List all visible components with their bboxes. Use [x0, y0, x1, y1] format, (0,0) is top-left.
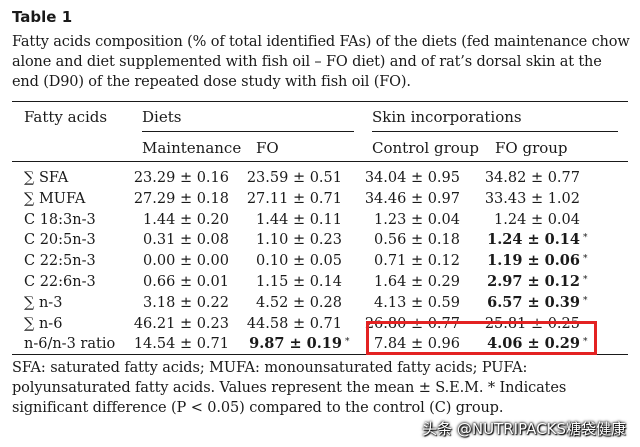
- row-label: ∑ n-3: [24, 294, 63, 311]
- watermark: 头条 @NUTRIPACKS糖袋健康: [422, 420, 626, 438]
- cell-fo: 4.52 ± 0.28: [256, 294, 342, 311]
- row-label: C 22:5n-3: [24, 253, 96, 270]
- cell-maintenance: 1.44 ± 0.20: [143, 211, 229, 228]
- header-fatty-acids: Fatty acids: [24, 108, 108, 126]
- cell-fo: 23.59 ± 0.51: [246, 170, 342, 186]
- cell-maintenance: 23.29 ± 0.16: [133, 170, 229, 186]
- cell-control: 4.13 ± 0.59: [374, 294, 460, 311]
- cell-control: 0.71 ± 0.12: [374, 253, 460, 270]
- cell-control: 0.56 ± 0.18: [374, 232, 460, 249]
- cell-fo-group: 1.19 ± 0.06: [487, 252, 580, 270]
- cell-fo: 44.58 ± 0.71: [246, 315, 342, 332]
- cell-fo: 1.44 ± 0.11: [256, 211, 342, 228]
- cell-control: 34.46 ± 0.97: [364, 190, 460, 207]
- table-title: Table 1: [12, 8, 73, 26]
- cell-fo: 27.11 ± 0.71: [246, 190, 342, 207]
- row-label: C 22:6n-3: [24, 274, 96, 290]
- row-label: n-6/n-3 ratio: [24, 336, 116, 353]
- row-label: ∑ SFA: [24, 170, 69, 186]
- cell-control: 1.23 ± 0.04: [374, 211, 460, 228]
- cell-control: 34.04 ± 0.95: [364, 170, 460, 186]
- cell-fo-group: 1.24 ± 0.04: [494, 211, 580, 228]
- cell-control: 1.64 ± 0.29: [374, 274, 460, 290]
- cell-fo-group: 6.57 ± 0.39: [487, 293, 580, 311]
- cell-control: 7.84 ± 0.96: [374, 336, 460, 353]
- cell-maintenance: 0.31 ± 0.08: [143, 232, 229, 249]
- cell-maintenance: 14.54 ± 0.71: [133, 336, 229, 353]
- bottom-rule: [12, 354, 628, 355]
- cell-maintenance: 0.00 ± 0.00: [143, 253, 229, 270]
- cell-fo-group: 33.43 ± 1.02: [484, 190, 580, 207]
- header-rule: [12, 161, 628, 162]
- diets-rule: [142, 131, 354, 132]
- cell-fo-group: 1.24 ± 0.14: [487, 231, 580, 249]
- header-control-group: Control group: [372, 139, 480, 157]
- row-label: C 20:5n-3: [24, 232, 96, 249]
- header-maintenance: Maintenance: [142, 139, 242, 157]
- row-label: ∑ n-6: [24, 315, 63, 332]
- header-fo: FO: [256, 139, 279, 157]
- significance-marker: *: [583, 233, 588, 244]
- cell-fo: 1.10 ± 0.23: [256, 232, 342, 249]
- significance-marker: *: [583, 275, 588, 285]
- cell-fo: 9.87 ± 0.19: [249, 335, 342, 353]
- cell-maintenance: 0.66 ± 0.01: [143, 274, 229, 290]
- cell-maintenance: 46.21 ± 0.23: [133, 315, 229, 332]
- table-footnote: SFA: saturated fatty acids; MUFA: monoun…: [12, 360, 567, 416]
- row-label: C 18:3n-3: [24, 211, 96, 228]
- table-caption: Fatty acids composition (% of total iden…: [12, 34, 630, 90]
- top-rule: [12, 101, 628, 102]
- header-diets: Diets: [142, 108, 182, 126]
- cell-fo-group: 4.06 ± 0.29: [487, 335, 580, 353]
- header-skin-incorporations: Skin incorporations: [372, 108, 522, 126]
- significance-marker: *: [345, 337, 350, 348]
- highlight-box: [366, 321, 597, 355]
- significance-marker: *: [583, 254, 588, 265]
- cell-fo-group: 34.82 ± 0.77: [484, 170, 580, 186]
- row-label: ∑ MUFA: [24, 190, 86, 207]
- header-fo-group: FO group: [495, 139, 568, 157]
- cell-maintenance: 3.18 ± 0.22: [143, 294, 229, 311]
- cell-fo-group: 2.97 ± 0.12: [487, 273, 580, 290]
- significance-marker: *: [583, 295, 588, 306]
- cell-maintenance: 27.29 ± 0.18: [133, 190, 229, 207]
- cell-fo: 0.10 ± 0.05: [256, 253, 342, 270]
- skin-rule: [372, 131, 618, 132]
- significance-marker: *: [583, 337, 588, 348]
- cell-fo: 1.15 ± 0.14: [256, 274, 342, 290]
